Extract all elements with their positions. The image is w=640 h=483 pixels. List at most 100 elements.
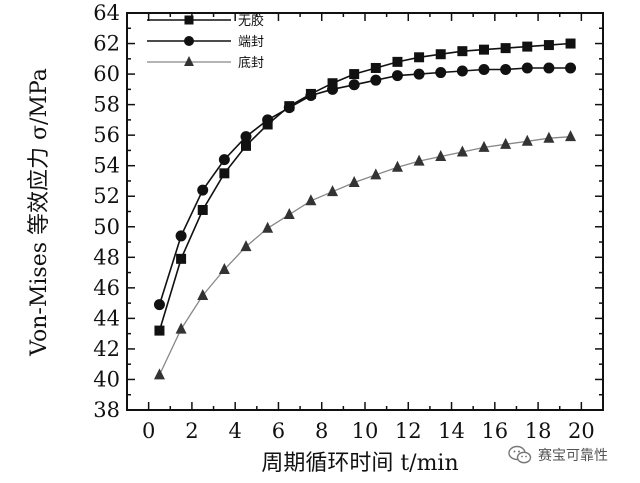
x-tick-label: 8 <box>315 419 328 443</box>
data-point-triangle <box>500 137 512 149</box>
data-point-circle <box>521 62 533 74</box>
y-tick-label: 60 <box>93 62 120 86</box>
data-point-triangle <box>413 154 425 166</box>
y-tick-label: 58 <box>93 93 120 117</box>
data-point-square <box>197 204 208 215</box>
series-triangle <box>153 130 577 380</box>
data-point-circle <box>283 102 295 114</box>
data-point-circle <box>413 68 425 80</box>
data-point-circle <box>370 74 382 86</box>
y-tick-label: 44 <box>93 306 120 330</box>
data-point-triangle <box>218 263 230 275</box>
data-point-square <box>154 325 165 336</box>
data-point-triangle <box>543 131 555 143</box>
data-point-square <box>327 78 338 89</box>
data-point-square <box>457 46 468 57</box>
data-point-triangle <box>175 322 187 334</box>
data-point-triangle <box>370 168 382 180</box>
y-tick-label: 40 <box>93 367 120 391</box>
y-tick-label: 52 <box>93 184 120 208</box>
data-point-triangle <box>478 140 490 152</box>
y-tick-label: 62 <box>93 32 120 56</box>
data-point-triangle <box>153 368 165 380</box>
data-point-circle <box>305 89 317 101</box>
wechat-icon <box>508 445 532 464</box>
data-point-square <box>349 69 360 80</box>
data-point-circle <box>184 36 194 46</box>
legend-label: 端封 <box>238 35 264 50</box>
data-point-square <box>370 62 381 73</box>
data-point-circle <box>153 299 165 311</box>
x-tick-label: 16 <box>481 419 508 443</box>
series-layer <box>153 38 577 380</box>
legend-item: 端封 <box>147 35 264 50</box>
data-point-circle <box>197 184 209 196</box>
data-point-square <box>414 52 425 63</box>
series-line <box>158 136 571 376</box>
watermark-text: 赛宝可靠性 <box>538 448 608 464</box>
data-point-circle <box>565 62 577 74</box>
y-tick-label: 56 <box>93 123 120 147</box>
x-tick-label: 18 <box>525 419 552 443</box>
legend-item: 底封 <box>147 55 264 71</box>
x-tick-label: 10 <box>352 419 379 443</box>
data-point-square <box>543 40 554 51</box>
data-point-square <box>500 43 511 54</box>
x-tick-label: 4 <box>228 419 241 443</box>
watermark: 赛宝可靠性 <box>508 442 608 468</box>
x-tick-label: 6 <box>272 419 285 443</box>
data-point-square <box>241 140 251 151</box>
legend-item: 无胶 <box>147 13 264 29</box>
axis-layer: 0 2 4 6 8 10 12 14 16 18 2038404244464850525456586… <box>93 1 604 443</box>
data-point-square <box>479 44 489 55</box>
x-tick-label: 2 <box>185 419 198 443</box>
data-point-circle <box>435 67 447 79</box>
data-point-triangle <box>283 208 295 220</box>
data-point-square <box>392 56 403 67</box>
y-tick-label: 42 <box>93 337 120 361</box>
data-point-triangle <box>565 130 577 142</box>
x-tick-label: 14 <box>438 419 465 443</box>
data-point-triangle <box>391 160 403 172</box>
x-tick-label: 20 <box>568 419 595 443</box>
data-point-circle <box>175 230 187 242</box>
x-tick-label: 0 <box>142 419 155 443</box>
data-point-circle <box>348 79 360 91</box>
data-point-triangle <box>348 175 360 187</box>
data-point-circle <box>456 65 468 77</box>
x-axis-title: 周期循环时间 t/min <box>261 451 458 476</box>
data-point-triangle <box>456 145 468 157</box>
y-tick-label: 48 <box>93 245 120 269</box>
data-point-circle <box>391 70 403 82</box>
data-point-triangle <box>262 221 274 233</box>
data-point-triangle <box>184 56 194 66</box>
y-tick-label: 54 <box>93 154 120 178</box>
data-point-circle <box>500 63 512 75</box>
data-point-triangle <box>521 134 533 146</box>
legend-label: 底封 <box>238 55 264 71</box>
data-point-square <box>176 253 187 264</box>
data-point-square <box>435 49 446 60</box>
data-point-triangle <box>435 150 447 162</box>
series-circle <box>153 62 577 311</box>
data-point-triangle <box>327 185 339 197</box>
data-point-square <box>522 41 533 52</box>
y-tick-label: 50 <box>93 215 120 239</box>
y-tick-label: 64 <box>93 1 120 25</box>
data-point-triangle <box>305 194 317 206</box>
data-point-triangle <box>240 240 252 252</box>
data-point-square <box>184 15 194 25</box>
data-point-circle <box>478 63 490 75</box>
data-point-circle <box>327 83 339 95</box>
series-line <box>158 67 571 305</box>
y-tick-label: 46 <box>93 276 120 300</box>
data-point-triangle <box>197 288 209 300</box>
data-point-circle <box>218 154 230 166</box>
data-point-square <box>219 168 230 179</box>
data-point-circle <box>262 114 274 126</box>
data-point-circle <box>240 131 252 143</box>
x-tick-label: 12 <box>395 419 422 443</box>
